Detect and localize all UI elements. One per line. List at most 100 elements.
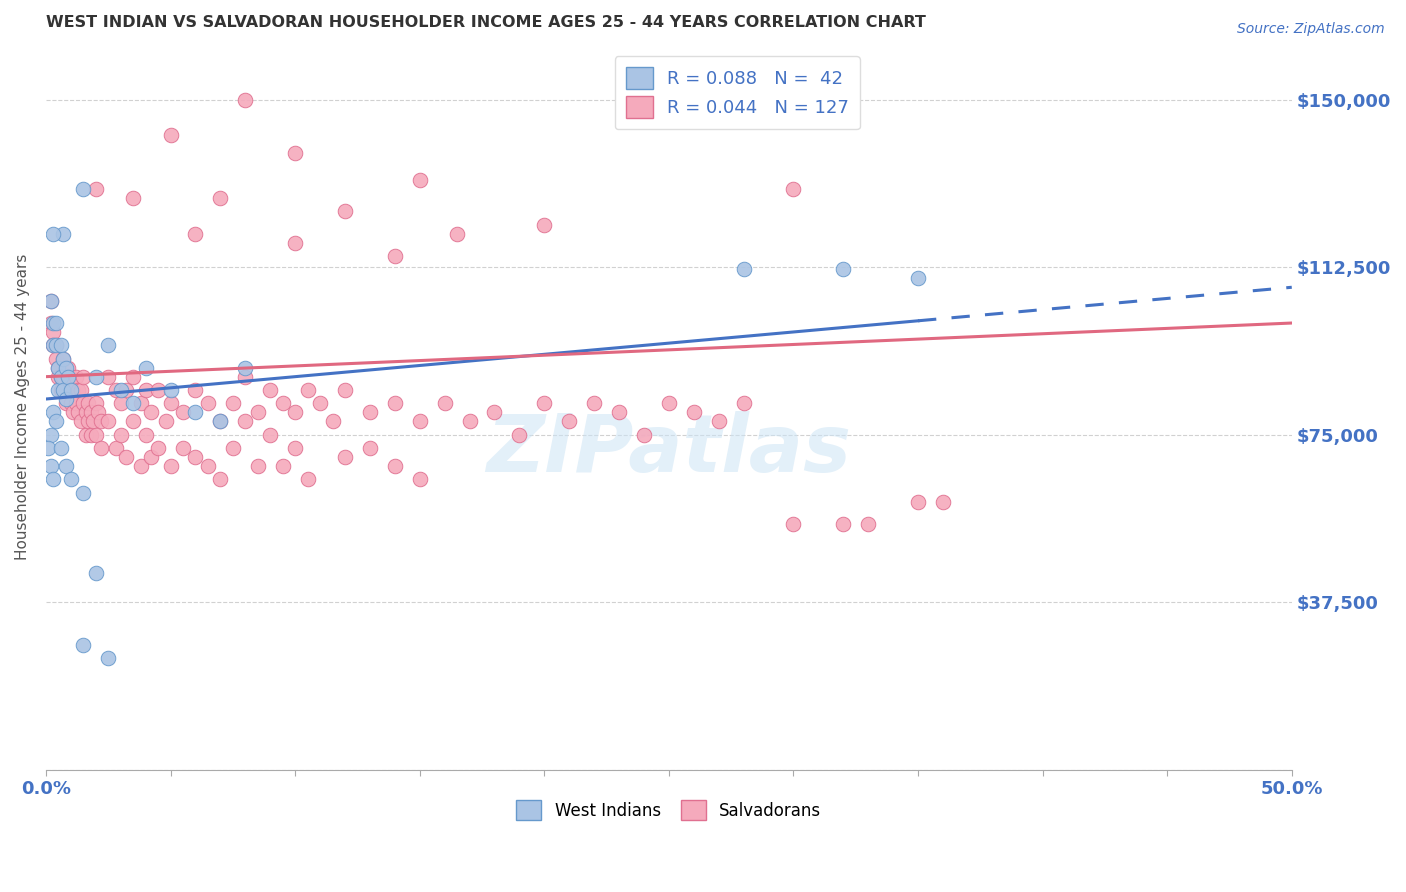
Point [97,338,120,352]
Point [97,651,120,665]
Point [39,316,62,330]
Point [146,441,169,455]
Point [155,414,177,428]
Point [259,383,281,397]
Point [42,325,65,339]
Point [55,383,77,397]
Point [359,405,381,419]
Point [184,227,207,241]
Point [209,414,232,428]
Point [39,293,62,308]
Point [409,473,432,487]
Point [55,458,77,473]
Point [82,414,104,428]
Point [59,396,82,410]
Point [246,458,269,473]
Point [284,405,307,419]
Point [52,369,75,384]
Point [222,396,245,410]
Point [139,450,162,464]
Point [209,473,232,487]
Point [42,473,65,487]
Point [110,396,132,410]
Point [139,405,162,419]
Point [49,383,72,397]
Point [48,369,70,384]
Point [59,383,82,397]
Point [197,396,219,410]
Point [856,517,879,532]
Point [77,414,100,428]
Point [114,450,136,464]
Point [70,414,93,428]
Point [384,396,406,410]
Point [39,427,62,442]
Point [87,405,110,419]
Point [52,351,75,366]
Point [333,450,356,464]
Point [129,396,152,410]
Point [42,227,65,241]
Point [45,414,67,428]
Point [49,338,72,352]
Point [484,405,506,419]
Point [122,191,145,205]
Point [59,473,82,487]
Point [70,383,93,397]
Point [508,427,530,442]
Point [558,414,581,428]
Point [209,191,232,205]
Point [45,316,67,330]
Text: WEST INDIAN VS SALVADORAN HOUSEHOLDER INCOME AGES 25 - 44 YEARS CORRELATION CHAR: WEST INDIAN VS SALVADORAN HOUSEHOLDER IN… [46,15,925,30]
Point [52,383,75,397]
Point [583,396,606,410]
Point [184,450,207,464]
Point [42,405,65,419]
Point [446,227,468,241]
Point [104,383,127,397]
Point [42,316,65,330]
Point [932,495,955,509]
Point [42,338,65,352]
Point [49,369,72,384]
Point [84,182,107,196]
Point [233,369,256,384]
Point [55,396,77,410]
Point [45,351,67,366]
Point [284,146,307,161]
Point [80,427,103,442]
Point [682,405,704,419]
Point [333,383,356,397]
Point [97,369,120,384]
Point [42,338,65,352]
Point [409,173,432,187]
Point [533,396,555,410]
Point [159,458,181,473]
Point [222,441,245,455]
Point [55,392,77,406]
Y-axis label: Householder Income Ages 25 - 44 years: Householder Income Ages 25 - 44 years [15,253,30,560]
Point [707,414,730,428]
Point [233,360,256,375]
Point [135,360,157,375]
Point [129,458,152,473]
Point [297,473,319,487]
Point [458,414,481,428]
Point [122,396,145,410]
Point [97,414,120,428]
Text: ZIPatlas: ZIPatlas [486,411,852,490]
Point [49,441,72,455]
Point [209,414,232,428]
Point [384,458,406,473]
Point [409,414,432,428]
Point [259,427,281,442]
Point [58,369,80,384]
Point [233,93,256,107]
Point [52,351,75,366]
Point [607,405,630,419]
Point [309,396,332,410]
Point [122,369,145,384]
Point [384,249,406,263]
Point [433,396,456,410]
Point [733,396,755,410]
